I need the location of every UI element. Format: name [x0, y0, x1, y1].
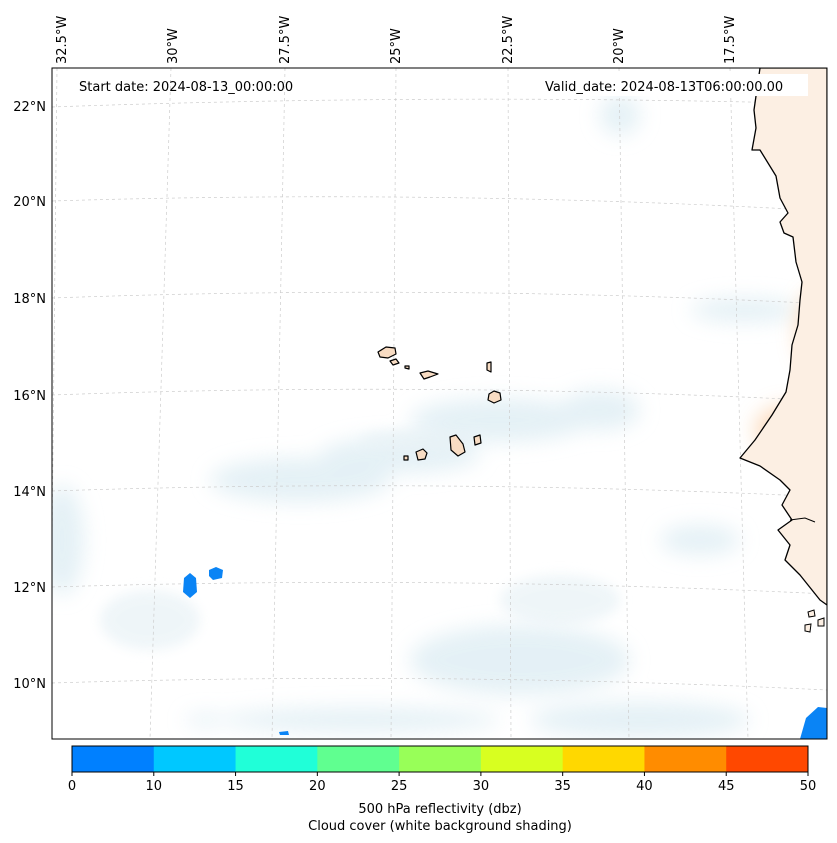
- lat-label: 16°N: [13, 389, 46, 404]
- colorbar-swatch: [317, 746, 400, 772]
- island-maio: [473, 434, 482, 446]
- lat-label: 14°N: [13, 485, 46, 500]
- colorbar-swatch: [72, 746, 155, 772]
- lat-label: 10°N: [13, 677, 46, 692]
- lat-label: 20°N: [13, 195, 46, 210]
- colorbar-swatch: [480, 746, 564, 772]
- colorbar-tick-label: 25: [391, 779, 408, 794]
- colorbar-swatches: [72, 746, 809, 772]
- africa-land: [739, 68, 827, 606]
- island-fogo: [415, 448, 428, 461]
- longitude-labels: 32.5°W 30°W 27.5°W 25°W 22.5°W 20°W 17.5…: [55, 16, 738, 64]
- valid-date-box: [540, 74, 808, 96]
- colorbar-tick-label: 40: [636, 779, 653, 794]
- reflectivity-cell: [800, 707, 827, 739]
- lon-label: 30°W: [166, 28, 181, 64]
- colorbar-tick-label: 50: [800, 779, 817, 794]
- cloud-cover-shading: [52, 95, 800, 738]
- island-brava: [403, 455, 409, 461]
- graticule: [52, 68, 827, 739]
- lon-label: 20°W: [612, 28, 627, 64]
- island-santa-luzia: [404, 365, 410, 370]
- lon-label: 32.5°W: [55, 16, 70, 64]
- colorbar-swatch: [399, 746, 482, 772]
- island-santo-antao: [377, 346, 397, 359]
- colorbar-label-line1: 500 hPa reflectivity (dbz): [358, 802, 521, 817]
- colorbar-swatch: [562, 746, 645, 772]
- lat-label: 12°N: [13, 581, 46, 596]
- colorbar-label-line2: Cloud cover (white background shading): [308, 819, 572, 834]
- island-boa-vista: [487, 390, 502, 404]
- colorbar-tick-label: 35: [554, 779, 571, 794]
- cloud-cover-light: [100, 430, 620, 650]
- latitude-labels: 22°N 20°N 18°N 16°N 14°N 12°N 10°N: [13, 100, 46, 692]
- lon-label: 22.5°W: [501, 16, 516, 64]
- reflectivity-cells: [183, 567, 827, 739]
- island-sal: [486, 361, 492, 373]
- map-panel: Start date: 2024-08-13_00:00:00 Valid_da…: [52, 68, 827, 739]
- river-inlet: [789, 517, 816, 523]
- cape-verde-islands: [377, 346, 502, 461]
- colorbar-tick-label: 0: [68, 779, 76, 794]
- reflectivity-cell: [279, 731, 289, 735]
- colorbar-ticks: 0 10 15 20 25 30 35 40 45 50: [68, 772, 816, 794]
- africa-coastline: [739, 68, 827, 633]
- island-sao-vicente: [389, 358, 400, 366]
- colorbar-swatch: [644, 746, 727, 772]
- lat-label: 22°N: [13, 100, 46, 115]
- lon-label: 27.5°W: [278, 16, 293, 64]
- island-sao-nicolau: [419, 370, 439, 380]
- bijagos-islands: [804, 609, 825, 633]
- colorbar: 0 10 15 20 25 30 35 40 45 50 500 hPa reflectivity…: [68, 745, 816, 834]
- reflectivity-cell: [209, 567, 223, 580]
- colorbar-swatch: [153, 746, 237, 772]
- lon-label: 25°W: [389, 28, 404, 64]
- colorbar-swatch: [726, 746, 809, 772]
- colorbar-tick-label: 10: [146, 779, 163, 794]
- start-date-label: Start date: 2024-08-13_00:00:00: [79, 80, 293, 95]
- colorbar-tick-label: 15: [227, 779, 244, 794]
- colorbar-tick-label: 30: [473, 779, 490, 794]
- colorbar-swatch: [235, 746, 318, 772]
- lat-label: 18°N: [13, 292, 46, 307]
- island-santiago: [449, 434, 466, 457]
- colorbar-tick-label: 45: [718, 779, 735, 794]
- valid-date-label: Valid_date: 2024-08-13T06:00:00.00: [545, 80, 783, 95]
- lon-label: 17.5°W: [723, 16, 738, 64]
- colorbar-border: [71, 745, 809, 773]
- colorbar-tick-label: 20: [309, 779, 326, 794]
- map-border: [51, 67, 828, 740]
- reflectivity-cell: [183, 573, 197, 598]
